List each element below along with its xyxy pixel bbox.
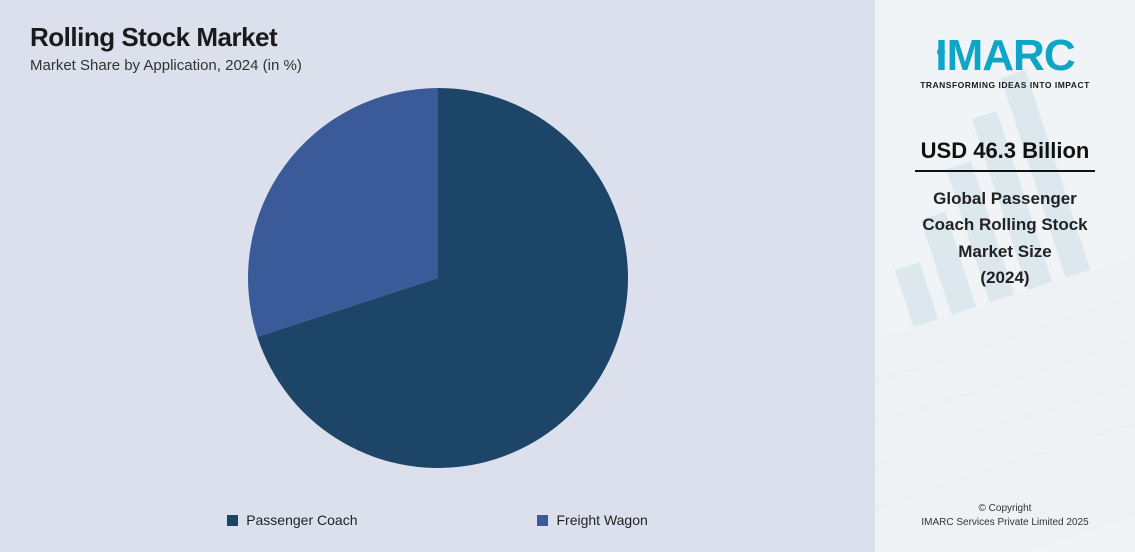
metric-underline [915, 170, 1095, 172]
brand-tagline: TRANSFORMING IDEAS INTO IMPACT [920, 80, 1090, 90]
metric-desc-line: Global Passenger [922, 186, 1087, 212]
metric-desc-line: (2024) [922, 265, 1087, 291]
copyright-notice: © Copyright IMARC Services Private Limit… [875, 502, 1135, 530]
legend: Passenger Coach Freight Wagon [0, 512, 875, 528]
legend-swatch [537, 515, 548, 526]
metric-value: USD 46.3 Billion [921, 138, 1090, 164]
pie-chart [248, 88, 628, 473]
brand-logo: IMARC [935, 34, 1074, 78]
logo-dot-icon [937, 48, 945, 56]
legend-item-freight-wagon: Freight Wagon [537, 512, 647, 528]
legend-label: Freight Wagon [556, 512, 647, 528]
legend-item-passenger-coach: Passenger Coach [227, 512, 357, 528]
copyright-line: IMARC Services Private Limited 2025 [875, 516, 1135, 530]
metric-desc-line: Market Size [922, 239, 1087, 265]
legend-label: Passenger Coach [246, 512, 357, 528]
chart-subtitle: Market Share by Application, 2024 (in %) [30, 57, 845, 74]
chart-panel: Rolling Stock Market Market Share by App… [0, 0, 875, 552]
metric-desc-line: Coach Rolling Stock [922, 212, 1087, 238]
metric-description: Global Passenger Coach Rolling Stock Mar… [922, 186, 1087, 291]
chart-title: Rolling Stock Market [30, 22, 845, 53]
side-panel: IMARC TRANSFORMING IDEAS INTO IMPACT USD… [875, 0, 1135, 552]
legend-swatch [227, 515, 238, 526]
copyright-line: © Copyright [875, 502, 1135, 516]
